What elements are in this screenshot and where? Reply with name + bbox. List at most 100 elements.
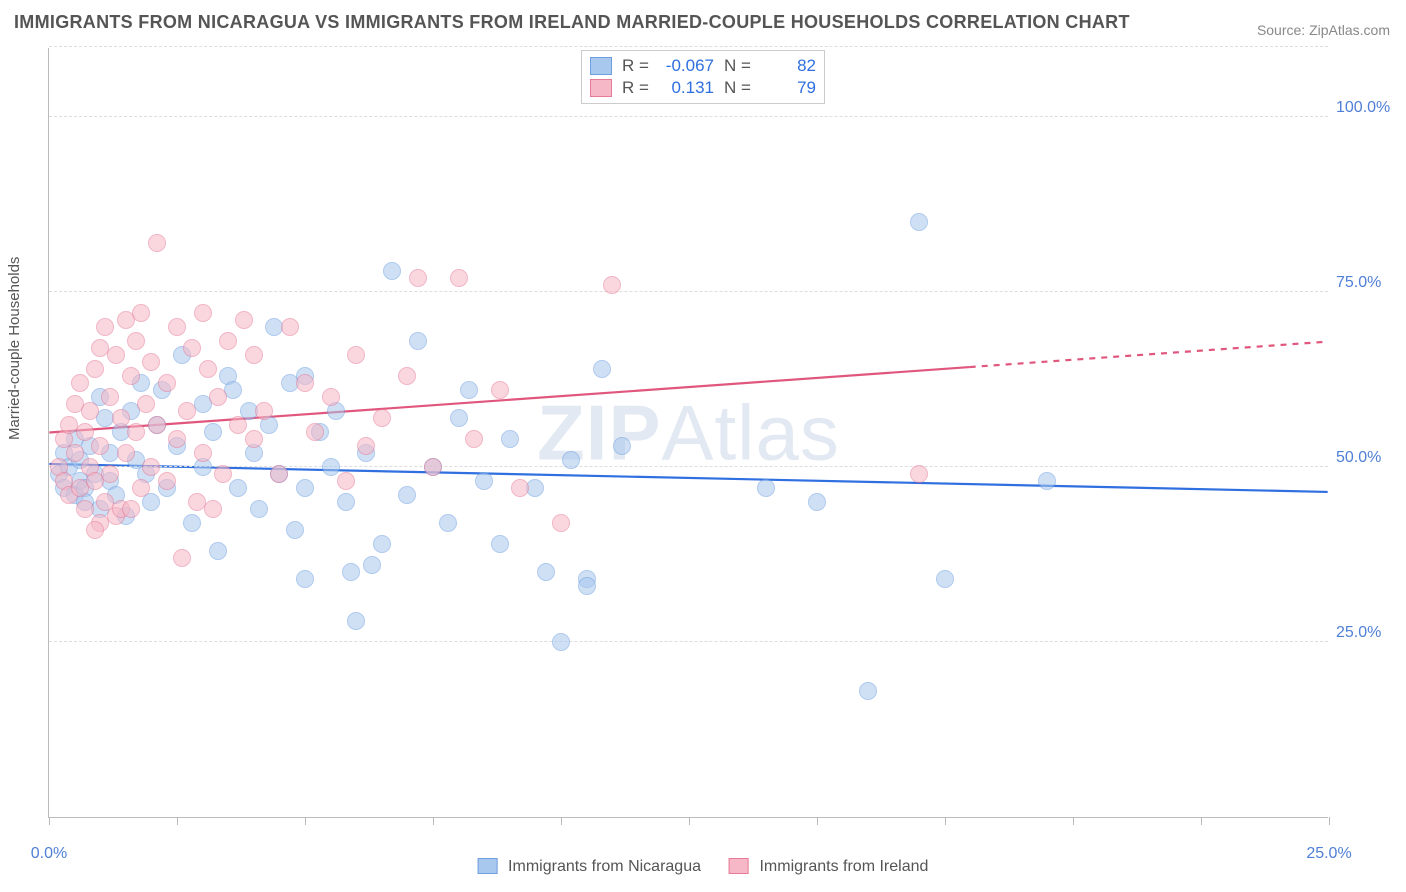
data-point-ireland xyxy=(219,332,237,350)
x-tick xyxy=(49,817,50,825)
data-point-ireland xyxy=(142,458,160,476)
data-point-ireland xyxy=(101,465,119,483)
data-point-ireland xyxy=(81,402,99,420)
legend-item-nicaragua: Immigrants from Nicaragua xyxy=(478,858,701,876)
data-point-nicaragua xyxy=(224,381,242,399)
data-point-nicaragua xyxy=(209,542,227,560)
data-point-ireland xyxy=(235,311,253,329)
data-point-ireland xyxy=(178,402,196,420)
data-point-nicaragua xyxy=(409,332,427,350)
data-point-ireland xyxy=(76,423,94,441)
data-point-ireland xyxy=(347,346,365,364)
data-point-nicaragua xyxy=(562,451,580,469)
swatch-ireland xyxy=(590,79,612,97)
data-point-ireland xyxy=(183,339,201,357)
data-point-nicaragua xyxy=(757,479,775,497)
data-point-ireland xyxy=(71,374,89,392)
gridline-h xyxy=(49,641,1328,642)
swatch-icon xyxy=(729,858,749,874)
data-point-ireland xyxy=(127,423,145,441)
x-tick xyxy=(945,817,946,825)
data-point-nicaragua xyxy=(552,633,570,651)
data-point-ireland xyxy=(66,444,84,462)
data-point-ireland xyxy=(96,318,114,336)
data-point-ireland xyxy=(281,318,299,336)
data-point-ireland xyxy=(306,423,324,441)
data-point-ireland xyxy=(117,444,135,462)
data-point-ireland xyxy=(398,367,416,385)
series-legend: Immigrants from Nicaragua Immigrants fro… xyxy=(478,858,929,876)
data-point-nicaragua xyxy=(347,612,365,630)
data-point-ireland xyxy=(168,430,186,448)
data-point-ireland xyxy=(491,381,509,399)
data-point-ireland xyxy=(86,521,104,539)
legend-row-ireland: R = 0.131 N = 79 xyxy=(590,77,816,99)
data-point-ireland xyxy=(322,388,340,406)
data-point-ireland xyxy=(229,416,247,434)
data-point-ireland xyxy=(158,374,176,392)
data-point-ireland xyxy=(296,374,314,392)
data-point-nicaragua xyxy=(808,493,826,511)
data-point-nicaragua xyxy=(383,262,401,280)
data-point-ireland xyxy=(137,395,155,413)
data-point-ireland xyxy=(127,332,145,350)
data-point-ireland xyxy=(101,388,119,406)
data-point-ireland xyxy=(194,444,212,462)
gridline-h xyxy=(49,466,1328,467)
trendline-ireland xyxy=(49,367,969,432)
data-point-ireland xyxy=(409,269,427,287)
data-point-ireland xyxy=(76,500,94,518)
legend-row-nicaragua: R = -0.067 N = 82 xyxy=(590,55,816,77)
data-point-nicaragua xyxy=(578,577,596,595)
data-point-nicaragua xyxy=(491,535,509,553)
data-point-ireland xyxy=(910,465,928,483)
x-tick xyxy=(1073,817,1074,825)
data-point-ireland xyxy=(132,304,150,322)
data-point-nicaragua xyxy=(296,570,314,588)
x-tick xyxy=(1201,817,1202,825)
data-point-nicaragua xyxy=(363,556,381,574)
data-point-nicaragua xyxy=(183,514,201,532)
data-point-ireland xyxy=(132,479,150,497)
data-point-nicaragua xyxy=(337,493,355,511)
data-point-ireland xyxy=(424,458,442,476)
swatch-nicaragua xyxy=(590,57,612,75)
data-point-ireland xyxy=(337,472,355,490)
data-point-nicaragua xyxy=(398,486,416,504)
x-tick xyxy=(817,817,818,825)
data-point-ireland xyxy=(450,269,468,287)
swatch-icon xyxy=(478,858,498,874)
data-point-nicaragua xyxy=(373,535,391,553)
data-point-ireland xyxy=(255,402,273,420)
data-point-ireland xyxy=(91,437,109,455)
chart-title: IMMIGRANTS FROM NICARAGUA VS IMMIGRANTS … xyxy=(14,12,1130,33)
data-point-nicaragua xyxy=(296,479,314,497)
x-tick xyxy=(561,817,562,825)
data-point-ireland xyxy=(122,500,140,518)
data-point-ireland xyxy=(112,409,130,427)
gridline-h xyxy=(49,291,1328,292)
data-point-ireland xyxy=(168,318,186,336)
data-point-ireland xyxy=(209,388,227,406)
data-point-nicaragua xyxy=(450,409,468,427)
data-point-nicaragua xyxy=(322,458,340,476)
gridline-h xyxy=(49,46,1328,47)
data-point-ireland xyxy=(122,367,140,385)
data-point-nicaragua xyxy=(526,479,544,497)
y-axis-label: Married-couple Households xyxy=(6,257,23,440)
data-point-ireland xyxy=(148,416,166,434)
data-point-nicaragua xyxy=(910,213,928,231)
data-point-ireland xyxy=(245,346,263,364)
x-tick-label: 25.0% xyxy=(1306,845,1351,863)
data-point-ireland xyxy=(86,360,104,378)
data-point-ireland xyxy=(465,430,483,448)
data-point-ireland xyxy=(245,430,263,448)
data-point-ireland xyxy=(194,304,212,322)
data-point-nicaragua xyxy=(613,437,631,455)
data-point-nicaragua xyxy=(936,570,954,588)
data-point-ireland xyxy=(199,360,217,378)
data-point-nicaragua xyxy=(460,381,478,399)
data-point-ireland xyxy=(357,437,375,455)
data-point-ireland xyxy=(173,549,191,567)
y-tick-label: 50.0% xyxy=(1336,449,1400,467)
